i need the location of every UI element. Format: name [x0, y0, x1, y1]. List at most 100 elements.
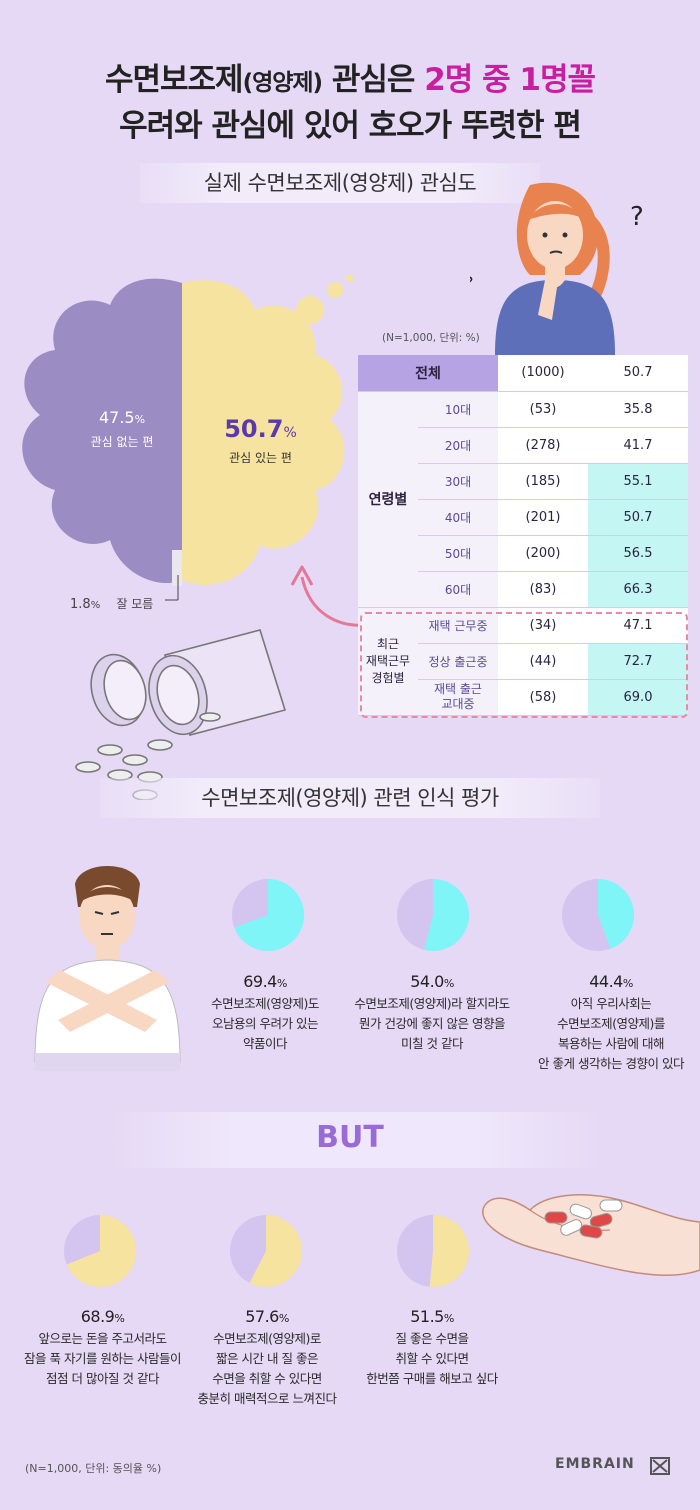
table-cell-label: 50대	[418, 535, 498, 572]
pie-statement-line: 충분히 매력적으로 느껴진다	[197, 1391, 337, 1406]
pos-pie-value: 68.9	[80, 1307, 115, 1326]
pos-pie-label-0: 68.9% 앞으로는 돈을 주고서라도 잠을 푹 자기를 원하는 사람들이 점점…	[10, 1307, 195, 1389]
page-title-line-1: 수면보조제(영양제) 관심은 2명 중 1명꼴	[0, 54, 700, 99]
pct-sign: %	[443, 1312, 454, 1325]
table-cell-label: 재택 근무중	[418, 607, 498, 644]
interest-table: 전체 (1000) 50.7 연령별 10대 (53) 35.8 20대 (27…	[358, 355, 688, 716]
unknown-text: 잘 모름	[116, 597, 154, 611]
table-cell-label: 정상 출근중	[418, 643, 498, 680]
negative-pie-1	[397, 879, 469, 951]
cloud-unknown-label: 1.8% 잘 모름	[70, 595, 153, 612]
table-cell-value: 55.1	[588, 463, 688, 500]
pie-statement-line: 한번쯤 구매를 해보고 싶다	[366, 1371, 498, 1386]
title-text-c: 관심은	[322, 62, 425, 98]
pie-statement-line: 복용하는 사람에 대해	[558, 1036, 664, 1051]
neg-pie-value: 54.0	[410, 972, 444, 991]
pie-slice-agree	[234, 879, 304, 951]
interest-cloud-chart	[22, 275, 354, 601]
svg-text:?: ?	[470, 273, 474, 292]
table-cell-n: (201)	[498, 499, 588, 536]
pie-statement-line: 뭔가 건강에 좋지 않은 영향을	[359, 1016, 505, 1031]
table-cell-value: 41.7	[588, 427, 688, 464]
table-cell-value: 66.3	[588, 571, 688, 608]
pct-sign: %	[622, 977, 633, 990]
footer-note: (N=1,000, 단위: 동의율 %)	[25, 1462, 162, 1475]
table-row: 60대 (83) 66.3	[358, 571, 688, 608]
pie-statement-line: 안 좋게 생각하는 경향이 있다	[538, 1056, 684, 1071]
neg-pie-label-1: 54.0% 수면보조제(영양제)라 할지라도 뭔가 건강에 좋지 않은 영향을 …	[342, 972, 522, 1054]
table-row: 정상 출근중 (44) 72.7	[358, 643, 688, 680]
group-label-line: 재택근무	[365, 653, 411, 668]
unknown-value: 1.8	[70, 597, 91, 612]
table-cell-total-n: (1000)	[498, 355, 588, 392]
table-group-age: 연령별	[358, 391, 418, 608]
pie-statement-line: 아직 우리사회는	[570, 996, 652, 1011]
table-cell-label: 30대	[418, 463, 498, 500]
pie-slice-agree	[598, 879, 634, 949]
table-cell-n: (185)	[498, 463, 588, 500]
neg-pie-label-2: 44.4% 아직 우리사회는 수면보조제(영양제)를 복용하는 사람에 대해 안…	[522, 972, 700, 1074]
section-perception-title: 수면보조제(영양제) 관련 인식 평가	[100, 778, 600, 818]
pie-statement-line: 수면보조제(영양제)라 할지라도	[354, 996, 510, 1011]
table-cell-n: (83)	[498, 571, 588, 608]
pos-pie-label-2: 51.5% 질 좋은 수면을 취할 수 있다면 한번쯤 구매를 해보고 싶다	[352, 1307, 512, 1389]
table-note: (N=1,000, 단위: %)	[382, 332, 480, 344]
thinking-woman-illustration: ? ?	[470, 182, 644, 355]
table-cell-value: 50.7	[588, 499, 688, 536]
group-label-line: 최근	[376, 636, 400, 651]
pie-statement-line: 미칠 것 같다	[401, 1036, 463, 1051]
cloud-slice-interest	[182, 280, 345, 585]
table-row: 재택 출근 교대중 (58) 69.0	[358, 679, 688, 716]
table-cell-total-label: 전체	[358, 355, 498, 392]
cloud-slice-no-interest	[22, 278, 182, 584]
pill-bottles-illustration	[75, 629, 287, 800]
table-cell-n: (53)	[498, 391, 588, 428]
cell-label-line: 교대중	[441, 697, 475, 711]
no-interest-value: 47.5	[98, 408, 135, 427]
hand-with-pills-illustration	[482, 1194, 700, 1277]
pie-statement-line: 수면보조제(영양제)를	[557, 1016, 665, 1031]
pct-sign: %	[278, 1312, 289, 1325]
table-cell-n: (34)	[498, 607, 588, 644]
crossed-arms-man-illustration	[34, 866, 181, 1071]
negative-pie-2	[562, 879, 634, 951]
but-band	[110, 1112, 600, 1168]
section-interest-title: 실제 수면보조제(영양제) 관심도	[140, 163, 540, 203]
but-label: BUT	[316, 1120, 384, 1155]
pie-statement-line: 취할 수 있다면	[395, 1351, 469, 1366]
table-cell-n: (278)	[498, 427, 588, 464]
pct-sign: %	[90, 600, 101, 611]
table-cell-value: 69.0	[588, 679, 688, 716]
table-cell-value: 35.8	[588, 391, 688, 428]
pie-statement-line: 오남용의 우려가 있는	[212, 1016, 318, 1031]
cloud-slice-unknown	[172, 550, 182, 586]
negative-pie-0	[232, 879, 304, 951]
pie-statement-line: 점점 더 많아질 것 같다	[46, 1371, 159, 1386]
arrow-icon	[290, 565, 366, 627]
interest-text: 관심 있는 편	[229, 451, 292, 465]
brand-icon	[650, 1457, 670, 1475]
table-row: 30대 (185) 55.1	[358, 463, 688, 500]
table-row: 20대 (278) 41.7	[358, 427, 688, 464]
table-row: 연령별 10대 (53) 35.8	[358, 391, 688, 608]
table-cell-total-value: 50.7	[588, 355, 688, 392]
pos-pie-value: 51.5	[410, 1307, 444, 1326]
table-cell-label: 40대	[418, 499, 498, 536]
positive-pie-1	[230, 1215, 302, 1287]
pct-sign: %	[283, 425, 297, 441]
neg-pie-value: 69.4	[243, 972, 277, 991]
pie-statement-line: 약품이다	[242, 1036, 288, 1051]
table-group-remote: 최근 재택근무 경험별	[358, 607, 418, 716]
title-text-b: (영양제)	[242, 70, 324, 96]
cloud-no-interest-label: 47.5% 관심 없는 편	[82, 408, 162, 450]
table-cell-label: 20대	[418, 427, 498, 464]
cell-label-line: 재택 출근	[434, 682, 482, 696]
table-cell-value: 47.1	[588, 607, 688, 644]
table-cell-label: 10대	[418, 391, 498, 428]
table-cell-value: 56.5	[588, 535, 688, 572]
pie-slice-agree	[429, 1215, 469, 1287]
neg-pie-value: 44.4	[589, 972, 623, 991]
interest-value: 50.7	[224, 415, 284, 443]
pct-sign: %	[276, 977, 287, 990]
title-text-a: 수면보조제	[104, 62, 244, 98]
